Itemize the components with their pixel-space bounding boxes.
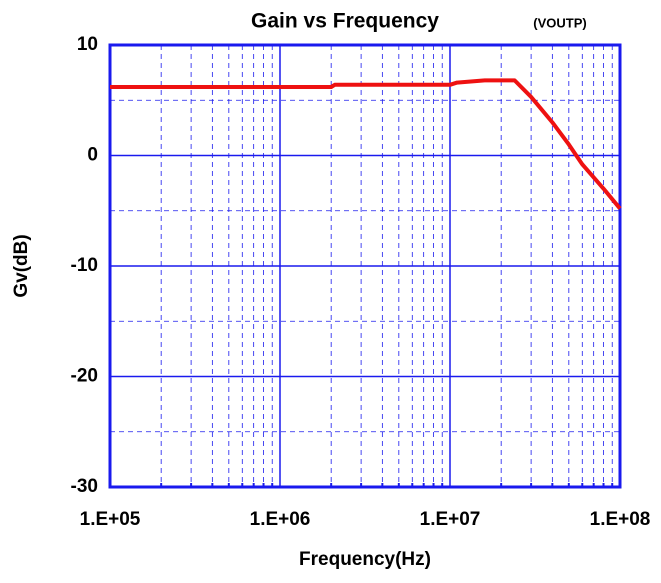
y-tick-label: -10 bbox=[71, 255, 98, 276]
plot-frame bbox=[108, 43, 622, 489]
y-tick-label: 10 bbox=[77, 34, 98, 55]
x-tick-label: 1.E+05 bbox=[80, 509, 141, 530]
chart-subtitle: (VOUTP) bbox=[533, 15, 586, 30]
x-tick-label: 1.E+06 bbox=[250, 509, 311, 530]
x-tick-label: 1.E+07 bbox=[420, 509, 481, 530]
y-axis-label: Gv(dB) bbox=[11, 234, 32, 297]
data-line bbox=[110, 78, 622, 210]
chart-title: Gain vs Frequency bbox=[251, 10, 439, 33]
y-tick-label: 0 bbox=[87, 145, 98, 166]
x-tick-label: 1.E+08 bbox=[590, 509, 651, 530]
x-axis-label: Frequency(Hz) bbox=[299, 549, 431, 570]
y-tick-label: -20 bbox=[71, 366, 98, 387]
y-tick-label: -30 bbox=[71, 476, 98, 497]
